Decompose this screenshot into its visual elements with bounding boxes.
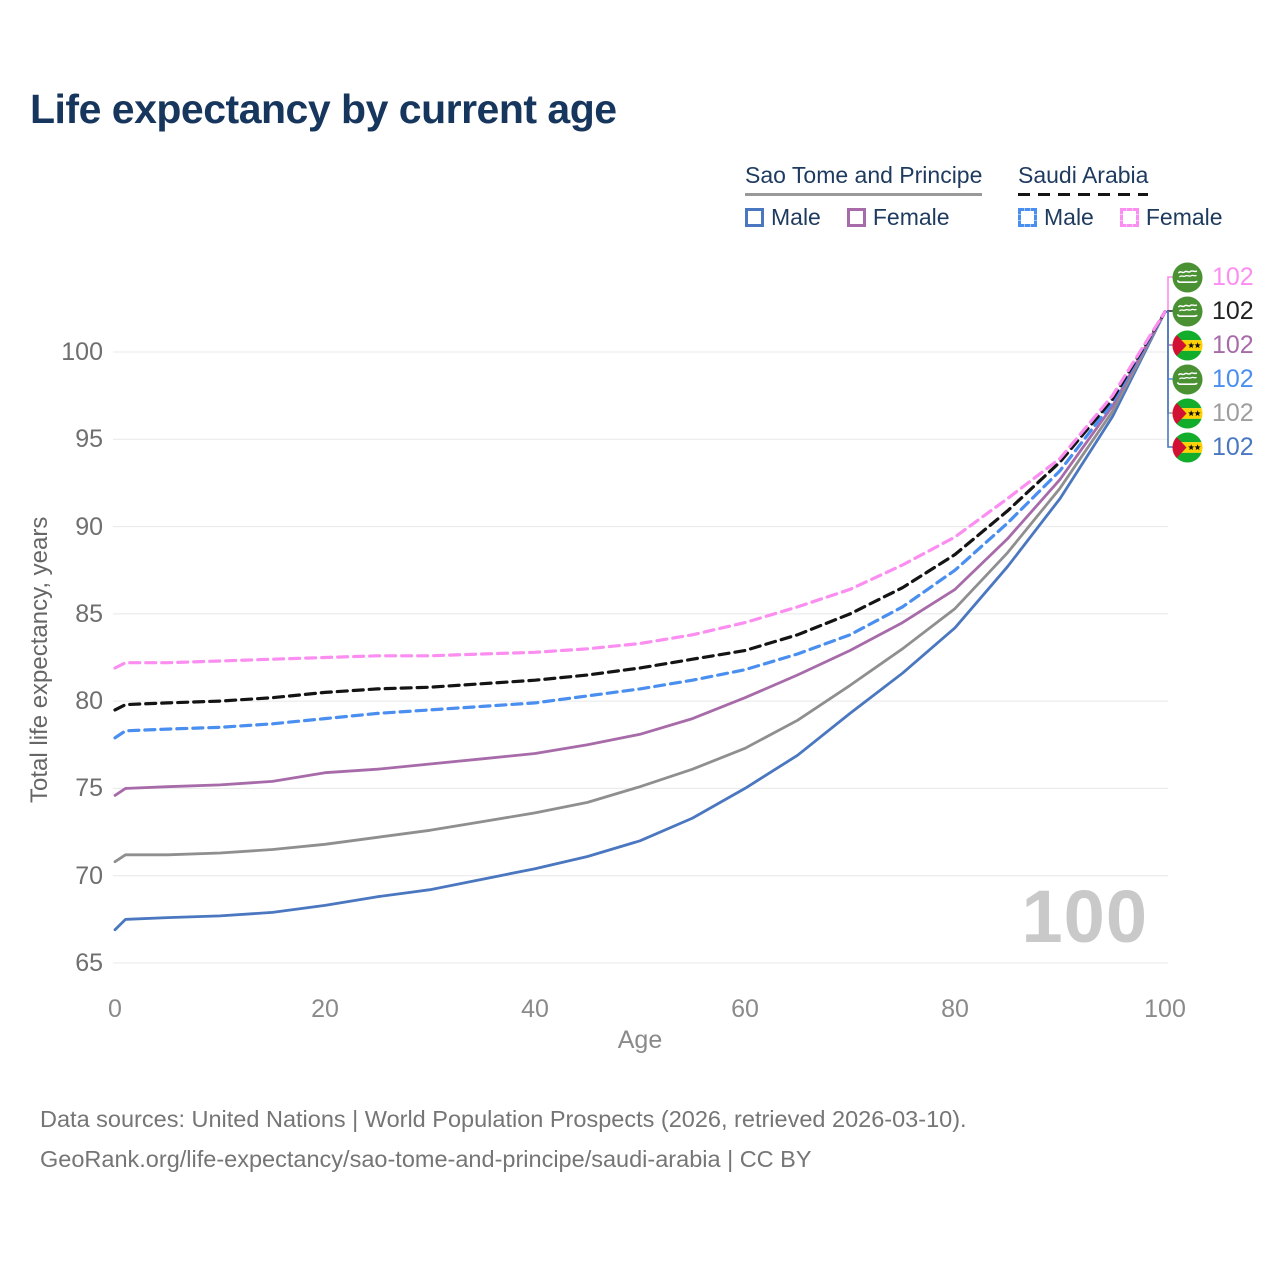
end-value-label: 102 (1212, 262, 1254, 291)
x-tick-label: 60 (731, 995, 759, 1023)
y-tick-label: 80 (75, 687, 103, 716)
end-label-row: 102 (1172, 397, 1254, 429)
y-tick-label: 65 (75, 949, 103, 977)
legend-items: Male Female (745, 204, 982, 231)
y-tick-label: 90 (75, 512, 103, 541)
end-value-label: 102 (1212, 364, 1254, 393)
stp-female-swatch-icon (846, 208, 866, 227)
legend-item-stp-male[interactable]: Male (745, 204, 821, 231)
footer-attribution: GeoRank.org/life-expectancy/sao-tome-and… (40, 1146, 812, 1172)
legend-items: Male Female (1018, 204, 1223, 231)
series-line-sau-female (113, 310, 1167, 670)
end-value-label: 102 (1212, 432, 1254, 461)
y-tick-label: 70 (75, 861, 103, 890)
legend-item-label: Male (771, 204, 821, 230)
saudi-arabia-flag-icon (1172, 363, 1203, 395)
stp-male-swatch-icon (745, 208, 764, 227)
x-tick-label: 80 (941, 995, 969, 1023)
series-line-sau-all (113, 310, 1167, 712)
x-tick-label: 100 (1144, 995, 1186, 1023)
legend-item-label: Male (1044, 204, 1094, 230)
saudi-male-swatch-icon (1018, 208, 1037, 227)
sao-tome-flag-icon (1172, 431, 1203, 463)
end-label-row: 102 (1172, 363, 1254, 395)
series-line-sau-male (113, 310, 1167, 740)
x-tick-label: 40 (521, 995, 549, 1023)
legend-item-label: Female (872, 204, 950, 230)
x-axis-title: Age (617, 1026, 663, 1054)
legend-group-saudi-arabia: Saudi Arabia Male Female (1018, 162, 1223, 231)
saudi-arabia-flag-icon (1172, 261, 1203, 293)
legend-group-sao-tome: Sao Tome and Principe Male Female (745, 162, 983, 231)
legend-item-stp-female[interactable]: Female (846, 204, 950, 231)
end-label-row: 102 (1172, 261, 1254, 293)
y-tick-label: 85 (75, 599, 103, 628)
legend-item-label: Female (1145, 204, 1223, 230)
y-tick-label: 95 (75, 425, 103, 454)
sao-tome-flag-icon (1172, 397, 1203, 429)
leader-line (1166, 311, 1174, 448)
end-value-label: 102 (1212, 398, 1254, 427)
x-tick-label: 20 (311, 995, 339, 1023)
end-value-label: 102 (1212, 330, 1254, 359)
end-label-row: 102 (1172, 329, 1254, 361)
legend-country-saudi-arabia: Saudi Arabia (1018, 162, 1149, 196)
sao-tome-flag-icon (1172, 329, 1203, 361)
saudi-arabia-flag-icon (1172, 295, 1203, 327)
footer-data-sources: Data sources: United Nations | World Pop… (40, 1106, 967, 1132)
legend-item-saudi-female[interactable]: Female (1119, 204, 1223, 231)
series-line-stp-all (113, 310, 1167, 864)
saudi-female-swatch-icon (1119, 208, 1139, 227)
end-label-row: 102 (1172, 431, 1254, 463)
series-line-stp-female (113, 310, 1167, 797)
y-tick-label: 100 (61, 338, 103, 366)
legend-item-saudi-male[interactable]: Male (1018, 204, 1094, 231)
y-tick-label: 75 (75, 774, 103, 803)
x-tick-label: 0 (108, 995, 122, 1023)
y-axis-title: Total life expectancy, years (26, 516, 53, 804)
end-label-row: 102 (1172, 295, 1254, 327)
end-value-label: 102 (1212, 296, 1254, 325)
page-title: Life expectancy by current age (30, 86, 617, 132)
age-watermark: 100 (1021, 875, 1148, 958)
series-line-stp-male (113, 310, 1167, 932)
legend-country-sao-tome: Sao Tome and Principe (745, 162, 983, 196)
